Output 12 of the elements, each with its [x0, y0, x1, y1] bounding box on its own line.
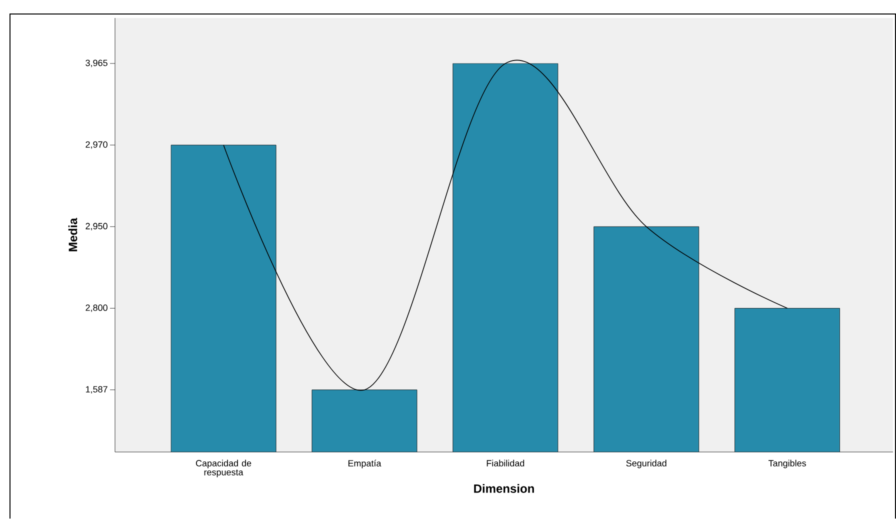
text: 1,587 [86, 386, 108, 394]
x-tick-label: Capacidad de respuesta [196, 460, 252, 478]
text: 2,800 [86, 304, 108, 312]
x-tick-label: Tangibles [768, 460, 806, 468]
text: 2,970 [86, 141, 108, 149]
text: 2,950 [86, 222, 108, 230]
x-axis-title: Dimension [474, 484, 534, 493]
x-tick-label: Fiabilidad [486, 460, 524, 466]
x-tick-label: Seguridad [626, 460, 666, 468]
x-tick-label: Empatía [348, 460, 382, 468]
text: 3,965 [86, 60, 108, 68]
y-axis-title: Media [68, 218, 78, 252]
